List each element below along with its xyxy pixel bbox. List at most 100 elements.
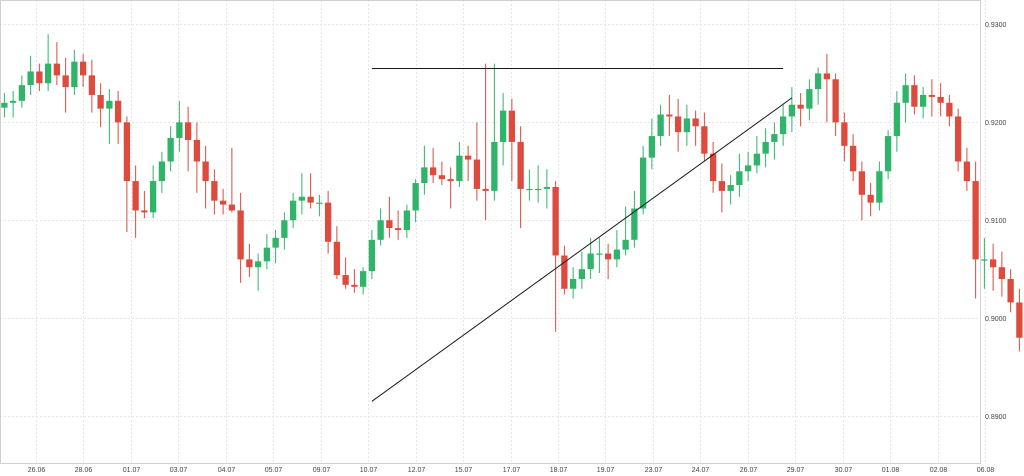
candle: [44, 34, 52, 92]
candle: [263, 233, 271, 270]
candle: [771, 122, 778, 160]
x-tick-label: 26.06: [28, 467, 46, 474]
candle-body: [71, 61, 78, 88]
candle: [946, 94, 953, 127]
candle-body: [587, 253, 594, 270]
candle-body: [289, 200, 297, 221]
candle-body: [1007, 278, 1014, 303]
candle-body: [44, 63, 52, 84]
candle: [692, 110, 699, 146]
candle: [937, 83, 944, 117]
candle-body: [884, 136, 892, 172]
candle: [167, 126, 174, 172]
candle-body: [316, 202, 323, 204]
candle-body: [158, 161, 166, 182]
candle-body: [788, 104, 796, 117]
y-tick-label: 0.9200: [985, 120, 1007, 127]
candle-body: [779, 116, 787, 135]
candle-body: [79, 61, 87, 76]
candle-body: [473, 159, 481, 189]
candle: [412, 179, 419, 223]
candle: [736, 153, 743, 197]
candle: [386, 196, 393, 238]
candle-body: [342, 275, 349, 285]
candle-body: [858, 171, 866, 195]
candle: [526, 169, 533, 201]
candle: [228, 147, 236, 213]
x-tick-label: 28.06: [75, 467, 93, 474]
candle: [701, 112, 708, 162]
candle: [849, 134, 857, 182]
x-tick-label: 01.08: [882, 467, 900, 474]
candle-body: [219, 200, 227, 205]
candle: [9, 91, 17, 118]
candle: [823, 53, 831, 123]
candle: [578, 251, 586, 289]
candle-body: [272, 237, 279, 248]
x-tick-label: 19.07: [597, 467, 615, 474]
candle-body: [954, 116, 962, 162]
candle: [394, 210, 402, 240]
candle: [919, 87, 927, 119]
trendlines-layer: [371, 68, 793, 402]
candle: [666, 94, 673, 137]
candle-body: [902, 85, 909, 103]
candle-body: [946, 102, 953, 117]
x-tick-label: 26.07: [740, 467, 758, 474]
candle: [674, 98, 682, 152]
candle: [744, 151, 752, 182]
candle-body: [403, 210, 411, 231]
candle: [622, 206, 629, 256]
candle-body: [368, 239, 376, 272]
candle-body: [141, 210, 148, 213]
candle: [876, 161, 883, 211]
candle-body: [657, 114, 664, 137]
candle: [429, 147, 437, 184]
candle: [316, 194, 323, 217]
candle: [569, 267, 577, 299]
candle: [631, 190, 638, 248]
candle-body: [867, 194, 874, 203]
candle: [928, 79, 936, 117]
x-tick-label: 02.08: [930, 467, 948, 474]
candle-body: [263, 247, 271, 262]
candle-body: [841, 122, 848, 146]
candle-body: [202, 161, 209, 182]
candle: [342, 257, 349, 289]
candle-body: [491, 141, 498, 191]
candle: [79, 53, 87, 88]
candle: [587, 237, 594, 279]
candle: [762, 128, 769, 168]
candle-body: [823, 73, 831, 80]
candle: [246, 243, 253, 278]
candle-body: [998, 267, 1006, 279]
candle-body: [1, 102, 8, 108]
candle: [281, 212, 288, 250]
x-tick-label: 12.07: [408, 467, 426, 474]
grid-layer: [0, 0, 986, 463]
candle-body: [123, 122, 131, 182]
candle: [797, 92, 804, 127]
candle: [499, 92, 507, 166]
candle-body: [744, 165, 752, 172]
candle: [298, 173, 306, 215]
trend-line: [371, 97, 793, 402]
candle-body: [806, 89, 813, 109]
x-tick-label: 30.07: [835, 467, 853, 474]
candle-body: [438, 175, 446, 180]
candle-body: [132, 181, 139, 211]
x-tick-label: 23.07: [645, 467, 663, 474]
candle-body: [447, 179, 454, 182]
candle-body: [911, 85, 918, 107]
candle: [911, 75, 918, 115]
candle-body: [1016, 302, 1023, 338]
candle: [473, 122, 481, 201]
candle: [18, 75, 26, 108]
candle: [27, 55, 34, 95]
candle: [447, 167, 454, 209]
candle: [954, 108, 962, 172]
candle-body: [937, 96, 944, 103]
candle: [517, 126, 524, 229]
candle: [289, 192, 297, 229]
candle-body: [351, 284, 358, 287]
